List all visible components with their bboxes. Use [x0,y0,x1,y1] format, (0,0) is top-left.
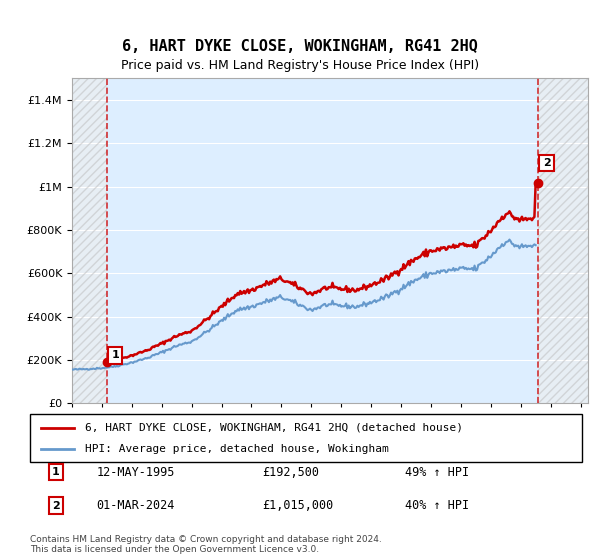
Text: Contains HM Land Registry data © Crown copyright and database right 2024.
This d: Contains HM Land Registry data © Crown c… [30,535,382,554]
Text: 01-MAR-2024: 01-MAR-2024 [96,499,175,512]
Text: 6, HART DYKE CLOSE, WOKINGHAM, RG41 2HQ: 6, HART DYKE CLOSE, WOKINGHAM, RG41 2HQ [122,39,478,54]
Bar [538,78,588,403]
FancyBboxPatch shape [30,414,582,462]
Text: £192,500: £192,500 [262,465,319,479]
Text: Price paid vs. HM Land Registry's House Price Index (HPI): Price paid vs. HM Land Registry's House … [121,59,479,72]
Text: 2: 2 [542,158,550,168]
Text: HPI: Average price, detached house, Wokingham: HPI: Average price, detached house, Woki… [85,444,389,454]
Text: 2: 2 [52,501,60,511]
Text: 40% ↑ HPI: 40% ↑ HPI [406,499,469,512]
Text: 12-MAY-1995: 12-MAY-1995 [96,465,175,479]
Bar [72,78,107,403]
Text: £1,015,000: £1,015,000 [262,499,333,512]
Bar [72,78,107,403]
Bar [538,78,588,403]
Text: 1: 1 [52,467,60,477]
Bar [72,78,107,403]
Text: 49% ↑ HPI: 49% ↑ HPI [406,465,469,479]
Text: 1: 1 [112,350,119,360]
Text: 6, HART DYKE CLOSE, WOKINGHAM, RG41 2HQ (detached house): 6, HART DYKE CLOSE, WOKINGHAM, RG41 2HQ … [85,423,463,433]
